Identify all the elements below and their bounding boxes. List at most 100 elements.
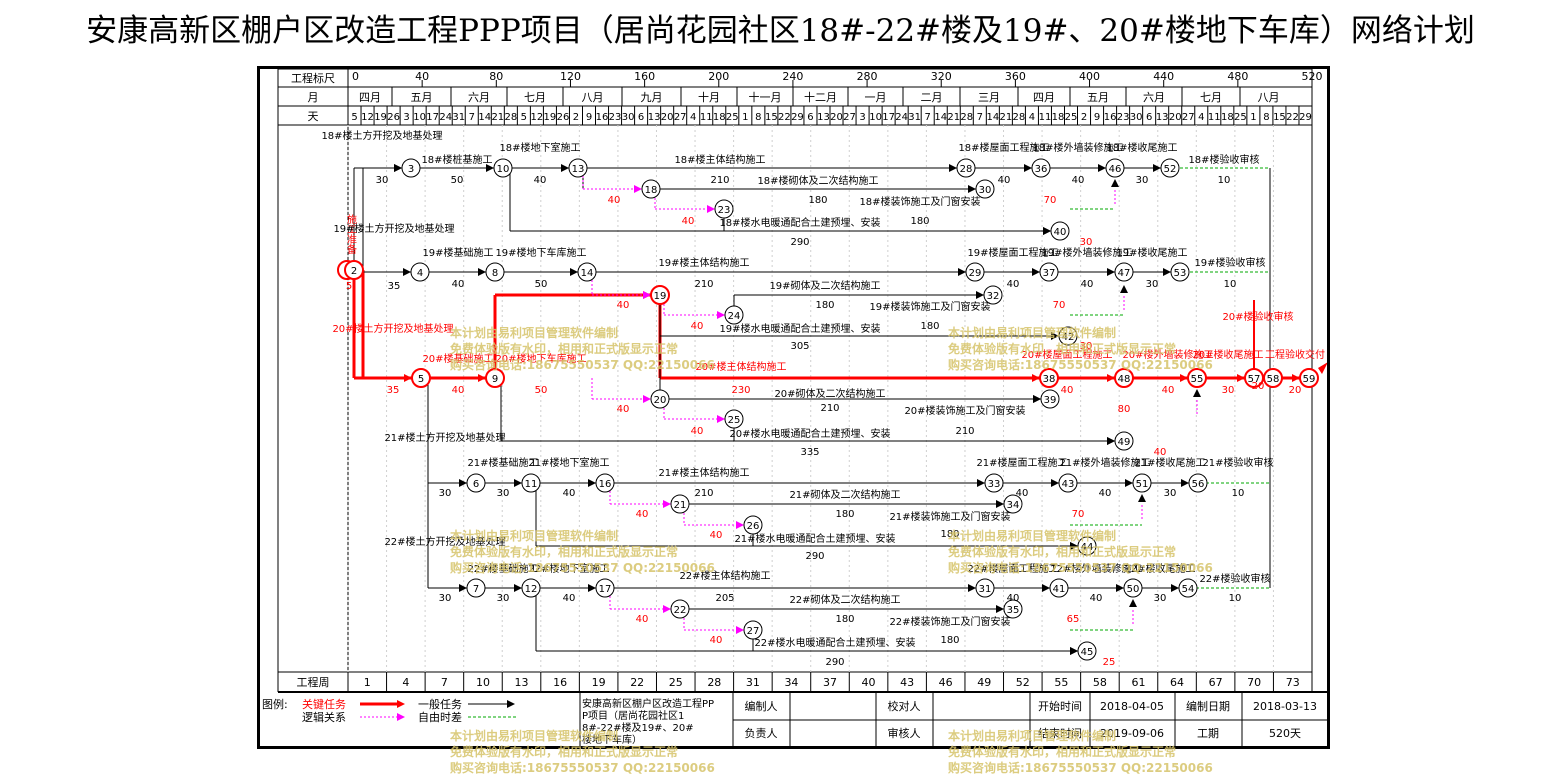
task-duration: 210 (694, 279, 713, 290)
arrow-head (1107, 437, 1115, 445)
logic-arrow-head (1138, 494, 1146, 502)
node-circle (1058, 326, 1078, 346)
node-label: 11 (525, 479, 538, 490)
watermark-line: 购买咨询电话:18675550537 QQ:22150066 (450, 358, 715, 372)
week-cell: 22 (630, 676, 644, 689)
day-cell: 16 (596, 112, 609, 123)
node-label: 4 (417, 268, 423, 279)
critical-edge-head (478, 374, 486, 382)
node-circle (1058, 473, 1078, 493)
node-circle (410, 262, 430, 282)
node-circle (1188, 473, 1208, 493)
week-cell: 1 (364, 676, 371, 689)
watermark-block: 本计划由易利项目管理软件编制 免费体验版有水印，相用和正式版显示正常 购买咨询电… (948, 528, 1213, 576)
watermark-block: 本计划由易利项目管理软件编制 免费体验版有水印，相用和正式版显示正常 购买咨询电… (450, 728, 715, 776)
auditor-label: 审核人 (888, 726, 921, 740)
task-label: 22#楼地下室施工 (528, 562, 609, 575)
task-duration: 40 (1072, 175, 1085, 186)
day-cell: 18 (1052, 112, 1065, 123)
node-circle (466, 578, 486, 598)
free-float-value: 25 (1103, 657, 1116, 668)
task-duration: 40 (1007, 593, 1020, 604)
normal-edge-head (1051, 479, 1059, 487)
task-label: 18#楼收尾施工 (1106, 141, 1177, 154)
node-circle (1049, 578, 1069, 598)
day-cell: 3 (403, 112, 409, 123)
node-circle (1114, 368, 1134, 388)
node-circle (521, 473, 541, 493)
day-cell: 18 (713, 112, 726, 123)
node-label: 18 (645, 185, 658, 196)
day-cell: 28 (504, 112, 517, 123)
node-label: 42 (1062, 332, 1075, 343)
node-circle (577, 262, 597, 282)
node-circle (401, 158, 421, 178)
task-label: 19#楼屋面工程施工 (967, 246, 1058, 259)
week-cell: 31 (746, 676, 760, 689)
day-cell: 25 (1234, 112, 1247, 123)
task-duration: 30 (1146, 279, 1159, 290)
week-cell: 49 (977, 676, 991, 689)
task-label: 18#楼桩基施工 (421, 153, 492, 166)
task-label: 19#楼装饰施工及门窗安装 (869, 300, 990, 313)
day-cell: 5 (351, 112, 357, 123)
node-label: 17 (599, 584, 612, 595)
logic-arrow-head (1120, 285, 1128, 293)
day-cell: 23 (1117, 112, 1130, 123)
node-label: 39 (1044, 395, 1057, 406)
task-label: 21#楼装饰施工及门窗安装 (889, 510, 1010, 523)
day-cell: 21 (491, 112, 504, 123)
day-cell: 20 (830, 112, 843, 123)
node-circle (984, 473, 1004, 493)
day-label: 天 (308, 110, 319, 123)
node-circle (1040, 389, 1060, 409)
day-cell: 22 (778, 112, 791, 123)
node-circle (1299, 368, 1319, 388)
node-circle (485, 262, 505, 282)
logic-arrow-head (663, 605, 671, 613)
page-title: 安康高新区棚户区改造工程PPP项目（居尚花园社区18#-22#楼及19#、20#… (86, 13, 1475, 49)
task-label: 20#楼基础施工 (422, 352, 493, 365)
day-cell: 21 (999, 112, 1012, 123)
network-plan-frame: 工程标尺月天工程周 0 40 80 120 160 200 240 280 320 360 400 44… (257, 66, 1330, 749)
day-cell: 7 (977, 112, 983, 123)
watermark-line: 购买咨询电话:18675550537 QQ:22150066 (948, 761, 1213, 775)
week-label: 工程周 (297, 676, 330, 689)
watermark-line: 本计划由易利项目管理软件编制 (450, 529, 619, 543)
node-label: 29 (969, 268, 982, 279)
footer-project-line: P项目（居尚花园社区1 (582, 709, 684, 722)
week-cell: 67 (1209, 676, 1223, 689)
task-duration: 180 (940, 635, 959, 646)
normal-edge-head (958, 268, 966, 276)
task-label: 19#楼验收审核 (1194, 256, 1265, 269)
day-cell: 14 (934, 112, 947, 123)
arrow-head (459, 584, 467, 592)
free-float-value: 40 (1154, 447, 1167, 458)
footer-project-line: 8#-22#楼及19#、20# (582, 721, 694, 734)
node-circle (568, 158, 588, 178)
day-cell: 10 (413, 112, 426, 123)
day-cell: 4 (1198, 112, 1204, 123)
node-label: 28 (960, 164, 973, 175)
task-label: 22#楼收尾施工 (1124, 562, 1195, 575)
day-cell: 29 (791, 112, 804, 123)
month-cell: 一月 (865, 91, 887, 104)
task-duration: 205 (715, 593, 734, 604)
task-duration: 40 (563, 593, 576, 604)
normal-edge-head (1033, 395, 1041, 403)
task-label: 19#楼外墙装修施工 (1041, 246, 1132, 259)
task-duration: 180 (910, 216, 929, 227)
node-label: 49 (1118, 437, 1131, 448)
task-label: 20#楼屋面工程施工 (1021, 348, 1112, 361)
week-cell: 7 (441, 676, 448, 689)
node-label: 55 (1191, 374, 1204, 385)
week-cell: 25 (669, 676, 683, 689)
node-label: 25 (728, 415, 741, 426)
day-cell: 30 (1130, 112, 1143, 123)
week-cell: 37 (823, 676, 837, 689)
node-label: 16 (599, 479, 612, 490)
node-circle (650, 389, 670, 409)
month-cell: 八月 (582, 91, 604, 104)
task-duration: 40 (1016, 488, 1029, 499)
day-cell: 9 (1094, 112, 1100, 123)
